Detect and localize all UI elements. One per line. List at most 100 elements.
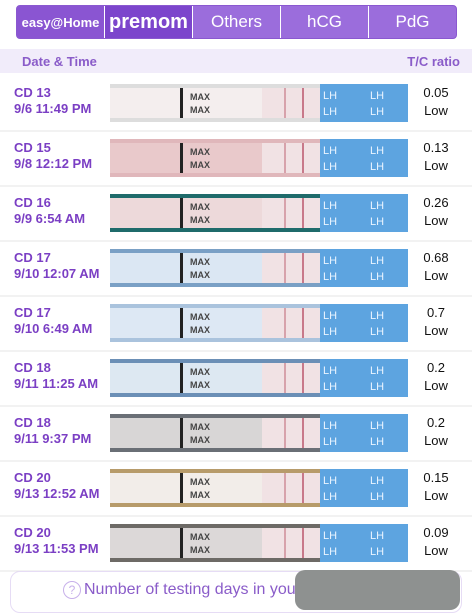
test-row[interactable]: CD 209/13 12:52 AM 0.15 Low MAX MAX LH LH LH LH: [0, 469, 472, 517]
max-label: MAX: [190, 380, 210, 390]
control-line: [302, 418, 304, 448]
test-row[interactable]: CD 179/10 6:49 AM 0.7 Low MAX MAX LH LH LH LH: [0, 304, 472, 352]
strip-handle: [180, 418, 183, 448]
lh-label: LH: [370, 475, 384, 487]
max-label: MAX: [190, 270, 210, 280]
lh-label: LH: [323, 436, 337, 448]
max-label: MAX: [190, 532, 210, 542]
test-row[interactable]: CD 189/11 11:25 AM 0.2 Low MAX MAX LH LH LH LH: [0, 359, 472, 407]
date-header: Date & Time: [22, 54, 97, 69]
cycle-day: CD 13: [14, 85, 51, 100]
result-window: [262, 253, 320, 283]
lh-label: LH: [323, 381, 337, 393]
test-line: [284, 308, 286, 338]
lh-area: [320, 414, 408, 452]
tc-ratio: 0.2: [427, 360, 445, 375]
test-row[interactable]: CD 169/9 6:54 AM 0.26 Low MAX MAX LH LH LH LH: [0, 194, 472, 242]
control-line: [302, 363, 304, 393]
lh-label: LH: [323, 161, 337, 173]
lh-label: LH: [370, 436, 384, 448]
lh-label: LH: [370, 546, 384, 558]
header: Date & Time T/C ratio: [0, 49, 472, 73]
lh-area: [320, 194, 408, 232]
lh-label: LH: [370, 326, 384, 338]
cycle-day: CD 20: [14, 525, 51, 540]
date-time: 9/10 6:49 AM: [14, 321, 92, 336]
test-row[interactable]: CD 139/6 11:49 PM 0.05 Low MAX MAX LH LH LH LH: [0, 84, 472, 132]
test-line: [284, 88, 286, 118]
max-label: MAX: [190, 105, 210, 115]
result-window: [262, 418, 320, 448]
control-line: [302, 88, 304, 118]
result-window: [262, 143, 320, 173]
lh-label: LH: [323, 326, 337, 338]
brand-tab[interactable]: easy@Home: [17, 6, 104, 38]
lh-label: LH: [370, 420, 384, 432]
max-label: MAX: [190, 312, 210, 322]
lh-label: LH: [323, 310, 337, 322]
lh-label: LH: [370, 310, 384, 322]
tab[interactable]: PdG: [368, 6, 456, 38]
lh-label: LH: [323, 271, 337, 283]
level: Low: [424, 488, 448, 503]
strip-handle: [180, 473, 183, 503]
help-icon[interactable]: ?: [63, 581, 81, 599]
test-row[interactable]: CD 189/11 9:37 PM 0.2 Low MAX MAX LH LH LH LH: [0, 414, 472, 462]
strip-handle: [180, 528, 183, 558]
tc-ratio: 0.15: [423, 470, 448, 485]
date-time: 9/13 11:53 PM: [14, 541, 99, 556]
max-label: MAX: [190, 147, 210, 157]
lh-area: [320, 139, 408, 177]
lh-area: [320, 469, 408, 507]
lh-label: LH: [370, 145, 384, 157]
result-window: [262, 88, 320, 118]
lh-label: LH: [370, 271, 384, 283]
lh-label: LH: [323, 145, 337, 157]
tc-ratio: 0.09: [423, 525, 448, 540]
lh-label: LH: [323, 200, 337, 212]
control-line: [302, 473, 304, 503]
lh-label: LH: [370, 381, 384, 393]
level: Low: [424, 543, 448, 558]
lh-area: [320, 359, 408, 397]
control-line: [302, 198, 304, 228]
lh-label: LH: [323, 365, 337, 377]
strip-handle: [180, 198, 183, 228]
strip-handle: [180, 143, 183, 173]
tab[interactable]: hCG: [280, 6, 368, 38]
lh-label: LH: [370, 255, 384, 267]
test-line: [284, 473, 286, 503]
strip-handle: [180, 308, 183, 338]
lh-area: [320, 249, 408, 287]
tab[interactable]: Others: [192, 6, 280, 38]
tc-ratio: 0.26: [423, 195, 448, 210]
lh-label: LH: [370, 200, 384, 212]
lh-label: LH: [370, 106, 384, 118]
lh-label: LH: [323, 546, 337, 558]
max-label: MAX: [190, 435, 210, 445]
lh-label: LH: [370, 365, 384, 377]
level: Low: [424, 323, 448, 338]
test-row[interactable]: CD 159/8 12:12 PM 0.13 Low MAX MAX LH LH LH LH: [0, 139, 472, 187]
tc-ratio: 0.68: [423, 250, 448, 265]
max-label: MAX: [190, 422, 210, 432]
ratio-header: T/C ratio: [407, 54, 460, 69]
page: easy@Home premom Others hCG PdG Date & T…: [0, 5, 472, 613]
test-line: [284, 363, 286, 393]
date-time: 9/11 11:25 AM: [14, 376, 98, 391]
control-line: [302, 308, 304, 338]
test-row[interactable]: CD 209/13 11:53 PM 0.09 Low MAX MAX LH LH LH LH: [0, 524, 472, 572]
test-line: [284, 198, 286, 228]
lh-label: LH: [370, 530, 384, 542]
cycle-day: CD 17: [14, 250, 51, 265]
date-time: 9/8 12:12 PM: [14, 156, 92, 171]
date-time: 9/10 12:07 AM: [14, 266, 100, 281]
cycle-day: CD 18: [14, 415, 51, 430]
test-row[interactable]: CD 179/10 12:07 AM 0.68 Low MAX MAX LH LH LH LH: [0, 249, 472, 297]
max-label: MAX: [190, 257, 210, 267]
premom-tab[interactable]: premom: [104, 6, 192, 38]
date-time: 9/11 9:37 PM: [14, 431, 91, 446]
cycle-day: CD 18: [14, 360, 51, 375]
max-label: MAX: [190, 160, 210, 170]
control-line: [302, 253, 304, 283]
